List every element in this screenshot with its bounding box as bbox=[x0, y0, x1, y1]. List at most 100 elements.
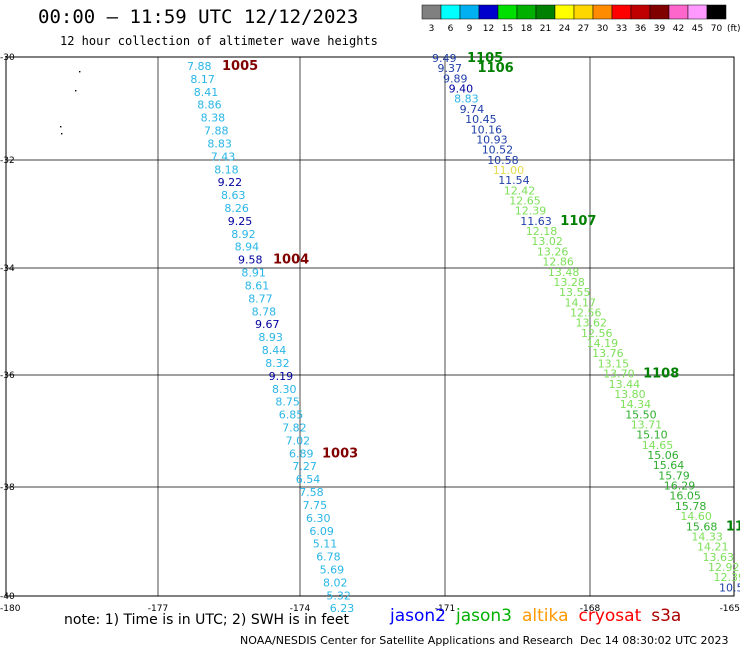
legend-label: 6 bbox=[448, 24, 454, 34]
legend-label: 27 bbox=[578, 24, 589, 34]
legend-label: 36 bbox=[635, 24, 647, 34]
wave-height-value: 8.41 bbox=[194, 86, 219, 99]
wave-height-value: 15.68 bbox=[686, 520, 718, 533]
wave-height-value: 9.25 bbox=[228, 215, 253, 228]
wave-height-value: 14.17 bbox=[565, 296, 597, 309]
wave-height-value: 9.74 bbox=[460, 103, 485, 116]
wave-height-value: 8.61 bbox=[245, 280, 269, 293]
wave-height-value: 9.67 bbox=[255, 318, 280, 331]
wave-height-value: 12.39 bbox=[714, 571, 740, 584]
wave-height-value: 7.82 bbox=[282, 422, 307, 435]
wave-height-value: 8.91 bbox=[241, 267, 266, 280]
legend-label: 12 bbox=[483, 24, 494, 34]
wave-height-value: 12.56 bbox=[581, 327, 613, 340]
wave-height-value: 13.15 bbox=[598, 357, 630, 370]
wave-height-value: 16.29 bbox=[664, 480, 696, 493]
map-frame bbox=[5, 56, 735, 597]
wave-height-value: 8.77 bbox=[248, 292, 273, 305]
wave-height-value: 13.44 bbox=[609, 378, 641, 391]
wave-height-value: 13.48 bbox=[548, 266, 580, 279]
wave-height-value: 6.30 bbox=[306, 512, 331, 525]
wave-height-value: 12.86 bbox=[542, 256, 574, 269]
pass-time-label: 1108 bbox=[643, 367, 679, 382]
wave-height-value: 13.80 bbox=[614, 388, 646, 401]
legend-label: 3 bbox=[429, 24, 435, 34]
wave-height-value: 5.32 bbox=[326, 589, 351, 602]
wave-height-value: 9.40 bbox=[449, 83, 474, 96]
wave-height-value: 7.02 bbox=[286, 434, 311, 447]
latitude-tick-label: -30 bbox=[0, 53, 15, 63]
wave-height-value: 11.63 bbox=[520, 215, 552, 228]
latitude-tick-label: -36 bbox=[0, 371, 15, 381]
wave-height-value: 14.19 bbox=[587, 337, 619, 350]
wave-height-value: 6.54 bbox=[296, 473, 321, 486]
credit-line: NOAA/NESDIS Center for Satellite Applica… bbox=[240, 634, 728, 647]
wave-height-value: 10.16 bbox=[471, 123, 503, 136]
pass-time-label: 1106 bbox=[478, 61, 514, 76]
longitude-tick-label: -180 bbox=[0, 604, 21, 614]
longitude-tick-label: -177 bbox=[148, 604, 168, 614]
latitude-tick-label: -32 bbox=[0, 156, 15, 166]
wave-height-value: 15.50 bbox=[625, 408, 657, 421]
wave-height-value: 12.39 bbox=[515, 205, 547, 218]
wave-height-value: 8.93 bbox=[258, 331, 283, 344]
wave-height-value: 15.64 bbox=[653, 459, 685, 472]
wave-height-value: 15.06 bbox=[647, 449, 679, 462]
longitude-tick-label: -165 bbox=[720, 604, 740, 614]
wave-height-value: 8.38 bbox=[201, 112, 226, 125]
wave-height-value: 9.49 bbox=[432, 52, 457, 65]
legend-label: 24 bbox=[559, 24, 571, 34]
wave-height-value: 13.63 bbox=[703, 551, 735, 564]
wave-height-value: 13.71 bbox=[631, 419, 663, 432]
island-marker bbox=[61, 133, 63, 135]
wave-height-value: 9.19 bbox=[269, 370, 294, 383]
satellite-name: jason3 bbox=[456, 606, 512, 626]
wave-height-value: 7.27 bbox=[292, 460, 317, 473]
wave-height-value: 14.34 bbox=[620, 398, 652, 411]
legend-label: 18 bbox=[521, 24, 533, 34]
wave-height-value: 8.18 bbox=[214, 163, 239, 176]
wave-height-value: 8.32 bbox=[265, 357, 290, 370]
wave-height-value: 13.76 bbox=[592, 347, 624, 360]
credit-text: NOAA/NESDIS Center for Satellite Applica… bbox=[240, 634, 574, 647]
legend-label: 15 bbox=[502, 24, 513, 34]
wave-height-value: 5.11 bbox=[313, 538, 338, 551]
satellite-name: jason2 bbox=[390, 606, 446, 626]
latitude-tick-label: -40 bbox=[0, 592, 15, 602]
legend-label: 45 bbox=[692, 24, 703, 34]
wave-height-value: 6.23 bbox=[330, 602, 355, 615]
wave-height-value: 8.30 bbox=[272, 383, 297, 396]
timestamp: Dec 14 08:30:02 UTC 2023 bbox=[580, 634, 729, 647]
pass-time-label: 1004 bbox=[273, 253, 309, 268]
island-marker bbox=[79, 71, 81, 73]
island-marker bbox=[75, 90, 77, 92]
wave-height-value: 12.92 bbox=[708, 561, 740, 574]
wave-height-value: 14.65 bbox=[642, 439, 674, 452]
legend-label: 70 bbox=[711, 24, 723, 34]
wave-height-value: 9.37 bbox=[438, 62, 463, 75]
wave-height-value: 8.92 bbox=[231, 228, 256, 241]
wave-height-value: 9.22 bbox=[218, 176, 243, 189]
wave-height-value: 11.00 bbox=[493, 164, 525, 177]
latitude-tick-label: -34 bbox=[0, 264, 15, 274]
page-subtitle: 12 hour collection of altimeter wave hei… bbox=[60, 34, 378, 48]
wave-height-value: 13.02 bbox=[531, 235, 563, 248]
wave-height-value: 14.60 bbox=[680, 510, 712, 523]
wave-height-value: 8.63 bbox=[221, 189, 246, 202]
wave-height-value: 13.26 bbox=[537, 245, 569, 258]
satellite-legend: jason2 jason3 altika cryosat s3a bbox=[390, 606, 691, 626]
wave-height-value: 8.44 bbox=[262, 344, 287, 357]
wave-height-value: 11.54 bbox=[498, 174, 530, 187]
wave-height-value: 10.93 bbox=[476, 133, 508, 146]
wave-height-value: 13.70 bbox=[603, 368, 635, 381]
wave-height-value: 10.5 bbox=[719, 581, 740, 594]
satellite-name: altika bbox=[522, 606, 569, 626]
longitude-tick-label: -171 bbox=[435, 604, 455, 614]
wave-height-value: 6.09 bbox=[309, 525, 334, 538]
wave-height-value: 15.78 bbox=[675, 500, 707, 513]
wave-height-value: 6.85 bbox=[279, 409, 304, 422]
wave-height-value: 13.55 bbox=[559, 286, 591, 299]
wave-height-value: 12.65 bbox=[509, 195, 541, 208]
wave-height-value: 8.02 bbox=[323, 576, 348, 589]
